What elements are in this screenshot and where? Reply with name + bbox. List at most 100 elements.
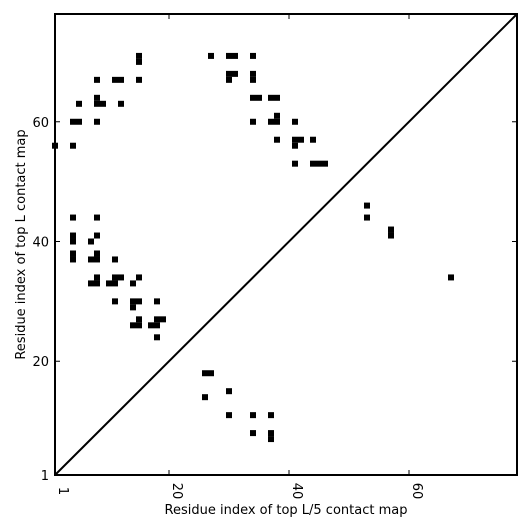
- contact-point: [70, 232, 76, 239]
- contact-point: [136, 316, 142, 323]
- contact-point: [94, 250, 100, 257]
- contact-point: [226, 412, 232, 419]
- contact-point: [94, 274, 100, 281]
- contact-point: [274, 112, 280, 119]
- y-axis-ticks: 1 20 40 60: [32, 116, 517, 484]
- contact-point: [88, 238, 94, 245]
- contact-point: [112, 298, 118, 305]
- contact-point: [94, 100, 100, 107]
- contact-point: [448, 274, 454, 281]
- contact-point: [202, 394, 208, 401]
- contact-point: [106, 280, 112, 287]
- contact-point: [268, 118, 274, 125]
- contact-point: [136, 274, 142, 281]
- contact-point: [94, 256, 100, 263]
- contact-point: [70, 118, 76, 125]
- contact-point: [226, 76, 232, 83]
- contact-point: [118, 274, 124, 281]
- contact-point: [388, 226, 394, 233]
- contact-point: [76, 118, 82, 125]
- contact-point: [298, 136, 304, 143]
- contact-point: [250, 70, 256, 77]
- contact-point: [94, 76, 100, 83]
- contact-point: [292, 160, 298, 167]
- contact-point: [130, 298, 136, 305]
- contact-point: [226, 388, 232, 395]
- y-tick-label: 60: [32, 116, 49, 131]
- contact-point: [136, 322, 142, 329]
- contact-point: [292, 136, 298, 143]
- contact-point: [94, 280, 100, 287]
- contact-point: [70, 214, 76, 221]
- contact-point: [292, 142, 298, 149]
- x-tick-label: 40: [289, 483, 304, 500]
- contact-point: [256, 94, 262, 101]
- contact-point: [70, 238, 76, 245]
- contact-point: [160, 316, 166, 323]
- contact-point: [154, 298, 160, 305]
- contact-point: [94, 118, 100, 125]
- contact-point: [250, 94, 256, 101]
- contact-point: [112, 256, 118, 263]
- contact-point: [310, 160, 316, 167]
- contact-point: [154, 334, 160, 341]
- contact-point: [136, 58, 142, 65]
- x-axis-ticks: 1 20 40 60: [54, 14, 424, 500]
- contact-point: [250, 412, 256, 419]
- contact-point: [70, 256, 76, 263]
- contact-point: [250, 52, 256, 59]
- contact-point: [226, 52, 232, 59]
- contact-point: [100, 100, 106, 107]
- contact-point: [268, 436, 274, 443]
- contact-point: [310, 136, 316, 143]
- y-tick-label: 20: [32, 355, 49, 370]
- contact-point: [148, 322, 154, 329]
- contact-point: [112, 280, 118, 287]
- contact-point: [88, 280, 94, 287]
- contact-point: [94, 214, 100, 221]
- x-tick-label: 1: [55, 487, 70, 495]
- plot-frame: [54, 13, 518, 476]
- contact-point: [232, 70, 238, 77]
- contact-point: [208, 370, 214, 377]
- contact-point: [268, 94, 274, 101]
- contact-point: [130, 322, 136, 329]
- contact-point: [118, 100, 124, 107]
- contact-point: [130, 304, 136, 311]
- contact-point: [70, 142, 76, 149]
- contact-point: [316, 160, 322, 167]
- contact-point: [112, 274, 118, 281]
- contact-point: [136, 76, 142, 83]
- y-tick-label: 1: [41, 469, 49, 484]
- contact-point: [136, 52, 142, 59]
- contact-point: [118, 76, 124, 83]
- contact-point: [232, 52, 238, 59]
- contact-point: [94, 232, 100, 239]
- contact-point: [274, 136, 280, 143]
- y-tick-label: 40: [32, 236, 49, 251]
- contact-point: [250, 118, 256, 125]
- diagonal-line: [54, 13, 518, 476]
- x-tick-label: 60: [409, 483, 424, 500]
- contact-point: [154, 322, 160, 329]
- contact-point: [70, 250, 76, 257]
- contact-point: [112, 76, 118, 83]
- contact-point: [154, 316, 160, 323]
- contact-point: [94, 94, 100, 101]
- contact-point: [88, 256, 94, 263]
- contact-point: [268, 430, 274, 437]
- contact-point: [364, 214, 370, 221]
- x-axis-label: Residue index of top L/5 contact map: [165, 503, 408, 518]
- contact-point: [250, 430, 256, 437]
- contact-point: [388, 232, 394, 239]
- contact-point: [202, 370, 208, 377]
- contact-point: [136, 298, 142, 305]
- y-axis-label: Residue index of top L contact map: [14, 129, 29, 359]
- contact-point: [274, 94, 280, 101]
- contact-point: [364, 202, 370, 209]
- contact-point: [292, 118, 298, 125]
- contact-point: [208, 52, 214, 59]
- contact-point: [226, 70, 232, 77]
- contact-point: [76, 100, 82, 107]
